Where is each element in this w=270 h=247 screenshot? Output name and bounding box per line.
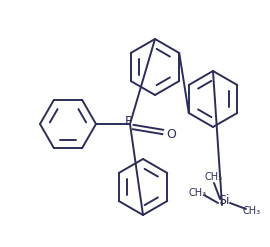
Text: O: O [166,127,176,141]
Text: CH₃: CH₃ [205,172,223,182]
Text: CH₃: CH₃ [243,206,261,216]
Text: CH₃: CH₃ [189,188,207,198]
Text: Si: Si [218,194,230,207]
Text: P: P [124,116,132,128]
